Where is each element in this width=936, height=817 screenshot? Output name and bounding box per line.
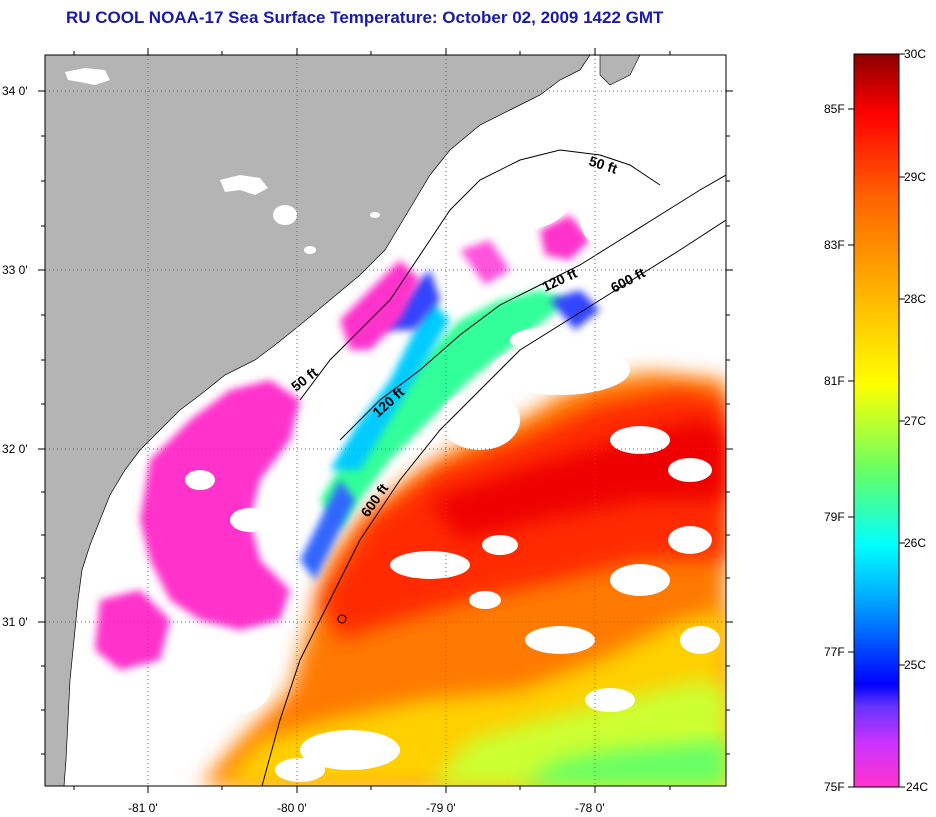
colorbar-c-label: 25C (904, 658, 926, 672)
axis-ticks (38, 48, 733, 793)
lon-label: -78 0' (575, 801, 605, 815)
buoy-marker-icon (337, 614, 347, 624)
colorbar-f-label: 77F (824, 645, 845, 659)
lat-label: 31 0' (2, 615, 28, 629)
colorbar-f-label: 81F (824, 374, 845, 388)
colorbar-f-label: 83F (824, 238, 845, 252)
lon-label: -79 0' (426, 801, 456, 815)
map-area (45, 55, 726, 786)
colorbar-c-label: 26C (904, 536, 926, 550)
lon-label: -80 0' (277, 801, 307, 815)
lon-label: -81 0' (128, 801, 158, 815)
lat-label: 34 0' (2, 84, 28, 98)
colorbar-f-label: 75F (824, 780, 845, 794)
lat-label: 33 0' (2, 263, 28, 277)
colorbar-c-label: 30C (904, 47, 926, 61)
colorbar-gradient (853, 53, 900, 788)
inland-water (65, 68, 380, 254)
map-frame (44, 54, 727, 787)
cloud-mask (80, 170, 720, 782)
colorbar-c-label: 29C (904, 170, 926, 184)
colorbar-f-label: 85F (824, 102, 845, 116)
land-mass (45, 55, 591, 786)
colorbar: 85F 83F 81F 79F 77F 75F 30C 29C 28C 27C … (824, 47, 928, 794)
map-title: RU COOL NOAA-17 Sea Surface Temperature:… (66, 8, 664, 27)
colorbar-f-label: 79F (824, 510, 845, 524)
lat-label: 32 0' (2, 442, 28, 456)
colorbar-c-label: 27C (904, 414, 926, 428)
colorbar-c-label: 24C (906, 780, 928, 794)
map-gridlines (45, 55, 726, 786)
colorbar-c-label: 28C (904, 292, 926, 306)
isobath-contours (261, 149, 726, 786)
